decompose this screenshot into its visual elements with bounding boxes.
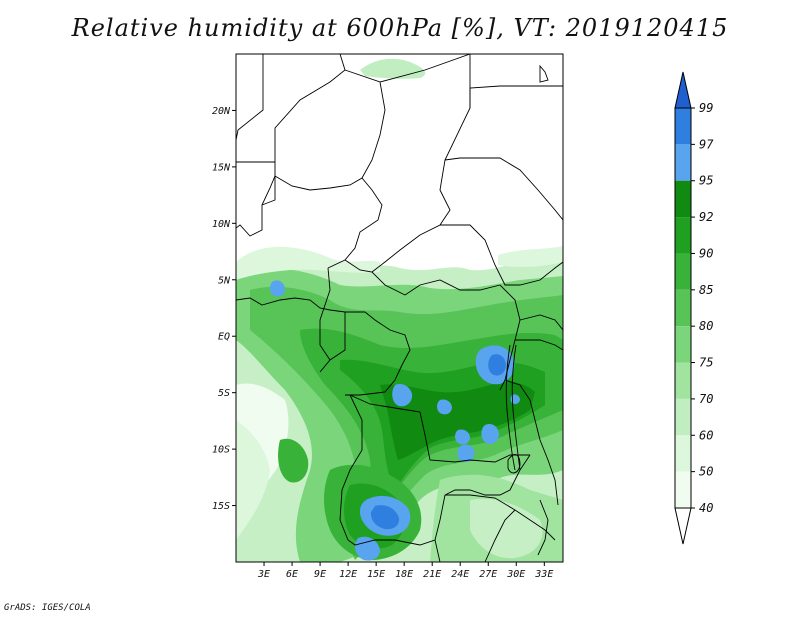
lat-label: 10N	[212, 219, 231, 230]
lat-label: 15S	[212, 501, 230, 512]
map-frame	[235, 53, 564, 563]
colorbar-label: 95	[699, 174, 713, 188]
colorbar-swatch	[675, 398, 691, 436]
lat-label: EQ	[218, 332, 230, 343]
colorbar-swatch	[675, 144, 691, 181]
lon-label: 27E	[479, 569, 497, 580]
colorbar-label: 75	[699, 356, 713, 370]
colorbar-swatch	[675, 362, 691, 399]
grads-credit: GrADS: IGES/COLA	[4, 603, 91, 613]
colorbar-label: 70	[699, 392, 713, 406]
colorbar-label: 92	[699, 210, 713, 224]
colorbar-swatch	[675, 180, 691, 218]
colorbar-swatch	[675, 435, 691, 472]
lon-label: 9E	[314, 569, 326, 580]
lat-label: 15N	[212, 162, 231, 173]
colorbar: 99 97 95 92 90 85 80 75 70 60 50 40	[674, 71, 714, 545]
latitude-axis: 20N 15N 10N 5N EQ 5S 10S 15S	[212, 106, 236, 512]
country-borders	[236, 54, 563, 562]
lon-label: 30E	[506, 569, 525, 580]
lon-label: 15E	[367, 569, 385, 580]
colorbar-label: 60	[699, 428, 713, 442]
colorbar-label: 80	[699, 319, 713, 333]
lat-label: 20N	[212, 106, 231, 117]
lat-label: 5N	[218, 275, 231, 286]
colorbar-label: 85	[699, 283, 713, 297]
humidity-shading	[236, 58, 563, 562]
colorbar-top-triangle	[674, 71, 692, 109]
lat-label: 5S	[218, 388, 230, 399]
lon-label: 24E	[451, 569, 469, 580]
lon-label: 12E	[339, 569, 357, 580]
colorbar-label: 50	[699, 465, 713, 479]
lon-label: 3E	[257, 569, 270, 580]
lat-label: 10S	[212, 445, 230, 456]
colorbar-label: 99	[699, 101, 713, 115]
lon-label: 33E	[534, 569, 553, 580]
lon-label: 21E	[423, 569, 441, 580]
longitude-axis: 3E 6E 9E 12E 15E 18E 21E 24E 27E 30E 33E	[257, 562, 553, 580]
colorbar-swatch	[675, 108, 691, 145]
lon-label: 6E	[286, 569, 298, 580]
colorbar-swatch	[675, 471, 691, 508]
colorbar-swatch	[675, 217, 691, 254]
colorbar-swatch	[675, 289, 691, 327]
colorbar-label: 40	[699, 501, 713, 515]
lon-label: 18E	[395, 569, 413, 580]
colorbar-swatch	[675, 253, 691, 290]
colorbar-bottom-triangle	[674, 507, 692, 545]
map-title: Relative humidity at 600hPa [%], VT: 201…	[71, 14, 729, 42]
colorbar-label: 97	[699, 137, 714, 151]
colorbar-swatch	[675, 326, 691, 363]
colorbar-label: 90	[699, 246, 713, 260]
